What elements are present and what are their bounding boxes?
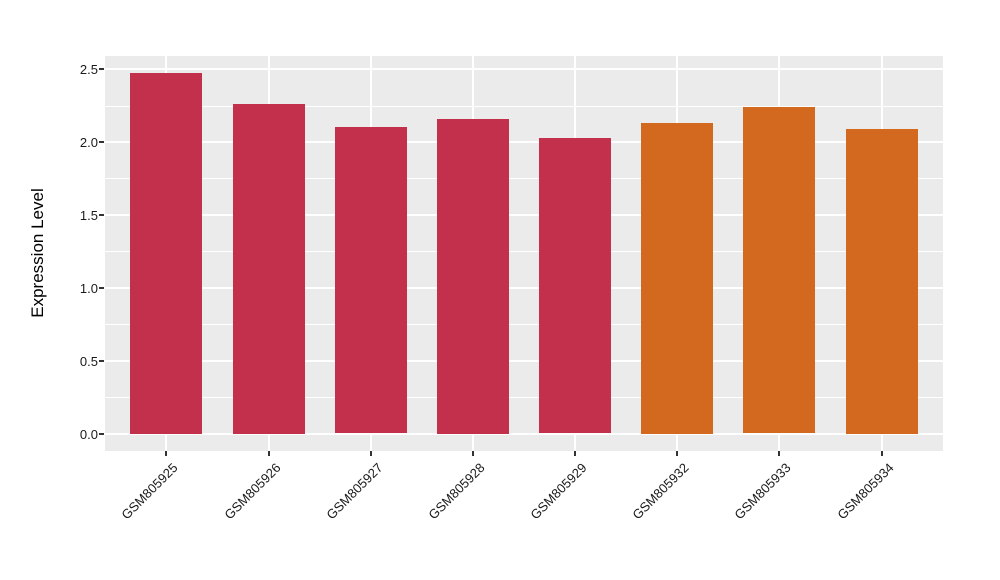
x-axis-tick-label: GSM805933 [731,460,795,523]
bar [641,123,714,434]
y-axis-tick-mark [99,359,104,362]
x-axis-tick-mark [880,451,883,456]
grid-line-major [105,432,943,435]
x-axis-tick-mark [471,451,474,456]
grid-line-minor [105,178,943,180]
grid-line-minor [105,324,943,326]
grid-line-major [105,140,943,143]
y-axis-tick-label: 0.0 [79,426,98,442]
y-axis-tick-label: 1.5 [79,207,98,223]
y-axis-tick-mark [99,68,104,71]
y-axis-tick-label: 0.5 [79,353,98,369]
x-axis-tick-mark [676,451,679,456]
grid-line-minor [105,397,943,399]
x-axis-tick-mark [574,451,577,456]
grid-line-major [105,68,943,71]
bar [436,118,509,434]
plot-panel [105,56,943,451]
y-axis-title: Expression Level [28,188,47,318]
y-axis-tick-mark [99,140,104,143]
x-axis-tick-label: GSM805932 [629,460,692,523]
x-axis-tick-mark [369,451,372,456]
bar [845,128,918,434]
x-axis-tick-label: GSM805926 [220,460,284,523]
y-axis-tick-mark [99,286,104,289]
y-axis-tick-mark [99,213,104,216]
x-axis-tick-label: GSM805928 [425,460,488,523]
grid-line-minor [105,105,943,107]
grid-line-major [105,213,943,216]
y-axis-tick-label: 2.0 [79,134,98,150]
x-axis-tick-label: GSM805934 [834,460,897,523]
bar [743,107,816,434]
x-axis-tick-mark [165,451,168,456]
y-axis-tick-label: 2.5 [79,62,98,78]
grid-line-major [105,286,943,289]
bar [539,137,612,434]
bar [232,104,305,434]
x-axis-tick-mark [267,451,270,456]
x-axis-tick-mark [778,451,781,456]
bar [334,127,407,434]
grid-line-minor [105,251,943,253]
y-axis-tick-mark [99,432,104,435]
x-axis-tick-label: GSM805925 [118,460,181,523]
y-axis-tick-label: 1.0 [79,280,98,296]
x-axis-tick-label: GSM805929 [527,460,590,523]
x-axis-tick-label: GSM805927 [323,460,386,523]
bar [130,73,203,434]
grid-line-major [105,359,943,362]
